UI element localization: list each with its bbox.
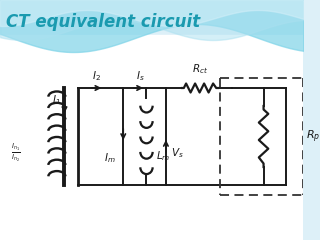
Text: $I_2$: $I_2$	[92, 69, 101, 83]
Text: CT equivalent circuit: CT equivalent circuit	[6, 13, 200, 31]
Text: $I_1$: $I_1$	[52, 93, 61, 107]
Text: $R_p$: $R_p$	[306, 128, 320, 145]
Text: $I_s$: $I_s$	[136, 69, 145, 83]
Text: $V_s$: $V_s$	[171, 146, 183, 160]
Bar	[0, 35, 303, 240]
Text: $I_m$: $I_m$	[104, 151, 116, 165]
Text: $\frac{I_{n_1}}{I_{n_2}}$: $\frac{I_{n_1}}{I_{n_2}}$	[12, 142, 21, 164]
Text: $R_{ct}$: $R_{ct}$	[192, 62, 208, 76]
Text: $L_m$: $L_m$	[156, 149, 170, 163]
